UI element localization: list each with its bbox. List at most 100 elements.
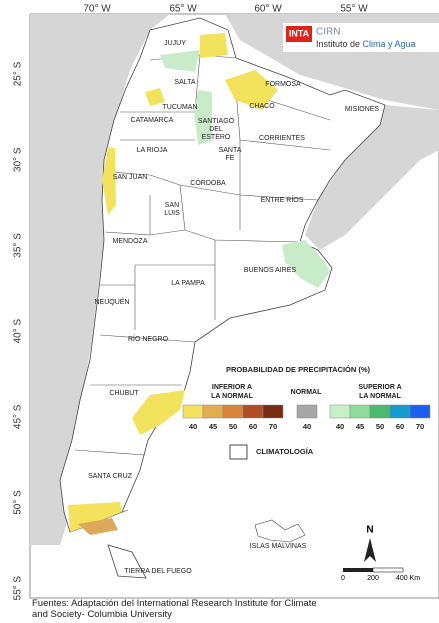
province-label: SAN JUAN: [113, 174, 148, 181]
legend-swatch: [409, 404, 431, 419]
legend-swatch: [262, 404, 284, 419]
lon-label: 60° W: [254, 4, 282, 15]
inta-badge: [286, 26, 312, 42]
logo-cirn: CIRN: [316, 27, 340, 38]
climatology-swatch: [229, 444, 248, 460]
scale-bar: [372, 567, 404, 573]
zone-above-40: [160, 50, 200, 72]
zone-below-45: [78, 518, 118, 535]
legend-value: 45: [356, 422, 364, 431]
legend-value: 50: [229, 422, 237, 431]
province-label: SANTIAGO: [198, 118, 235, 125]
footer-line: Fuentes: Adaptación del International Re…: [32, 598, 317, 609]
province-label: ENTRE RÍOS: [261, 195, 304, 204]
logo-institute-a: Instituto de: [316, 39, 363, 49]
legend-normal: NORMAL: [291, 389, 322, 396]
province-label: FE: [226, 155, 235, 162]
province-label: FORMOSA: [265, 81, 301, 88]
legend-swatch: [242, 404, 264, 419]
zone-below-40: [225, 70, 278, 110]
lat-label: 50° S: [13, 490, 24, 515]
province-label: NEUQUÉN: [94, 297, 129, 306]
legend-swatch: [349, 404, 371, 419]
province-label: LA RIOJA: [137, 147, 168, 154]
province-label: ISLAS MALVINAS: [250, 543, 307, 550]
province-label: SANTA CRUZ: [88, 473, 133, 480]
province-label: CORRIENTES: [259, 135, 305, 142]
legend-value: 50: [376, 422, 384, 431]
lat-label: 30° S: [13, 147, 24, 172]
lat-label: 35° S: [13, 233, 24, 258]
province-label: CATAMARCA: [131, 117, 174, 124]
province-label: LUIS: [164, 210, 180, 217]
legend-swatch: [182, 404, 204, 419]
legend-value: 40: [303, 422, 311, 431]
legend-value: 60: [396, 422, 404, 431]
legend-value: 70: [416, 422, 424, 431]
scale-bar: [343, 568, 373, 572]
province-label: SAN: [165, 202, 179, 209]
zone-above-40: [282, 240, 330, 288]
logo-institute-b: Clima y Agua: [363, 39, 416, 49]
tierra-del-fuego-island: [107, 544, 147, 579]
scale-label: 200: [367, 575, 379, 582]
legend-title: PROBABILIDAD DE PRECIPITACIÓN (%): [226, 365, 371, 374]
legend-below: INFERIOR A: [212, 384, 252, 391]
province-label: CHACO: [249, 103, 275, 110]
legend-value: 45: [209, 422, 217, 431]
lat-label: 55° S: [13, 576, 24, 601]
legend-value: 60: [249, 422, 257, 431]
province-label: SALTA: [174, 79, 195, 86]
malvinas: [254, 519, 306, 543]
lat-label: 45° S: [13, 404, 24, 429]
province-label: JUJUY: [164, 40, 186, 47]
footer-line: and Society- Columbia University: [32, 609, 172, 620]
neighbour-land: [30, 14, 439, 545]
province-label: TIERRA DEL FUEGO: [124, 568, 192, 575]
province-label: ESTERO: [202, 134, 231, 141]
scale-label: 400 Km: [396, 575, 420, 582]
legend-value: 70: [269, 422, 277, 431]
lat-label: 40° S: [13, 318, 24, 343]
zone-below-40: [102, 148, 116, 215]
north-label: N: [366, 525, 373, 536]
province-label: RÍO NEGRO: [128, 334, 169, 343]
province-label: SANTA: [219, 147, 242, 154]
legend-swatch: [296, 404, 318, 419]
province-label: CHUBUT: [109, 390, 139, 397]
province-label: TUCUMAN: [163, 104, 198, 111]
legend-climatology: CLIMATOLOGÍA: [256, 447, 314, 456]
province-label: LA PAMPA: [171, 280, 205, 287]
legend-swatch: [202, 404, 224, 419]
province-label: DEL: [209, 126, 223, 133]
zone-below-40: [200, 33, 228, 58]
legend-above: LA NORMAL: [359, 393, 401, 400]
north-arrow: [364, 538, 376, 562]
province-label: MISIONES: [345, 106, 380, 113]
legend-below: LA NORMAL: [211, 393, 253, 400]
lon-label: 70° W: [83, 4, 111, 15]
zone-above-40: [194, 90, 212, 145]
legend-value: 40: [189, 422, 197, 431]
footer: Fuentes: Adaptación del International Re…: [32, 598, 317, 620]
legend-swatch: [369, 404, 391, 419]
legend-above: SUPERIOR A: [358, 384, 401, 391]
zone-below-40: [132, 390, 185, 435]
scale-label: 0: [341, 575, 345, 582]
province-label: CÓRDOBA: [190, 178, 226, 187]
province-label: MENDOZA: [113, 238, 148, 245]
lon-label: 65° W: [169, 4, 197, 15]
logo-inta: INTA: [289, 28, 310, 38]
lon-label: 55° W: [340, 4, 368, 15]
legend-swatch: [329, 404, 351, 419]
legend-value: 40: [336, 422, 344, 431]
logo-institute: Instituto de Clima y Agua: [316, 39, 416, 49]
lat-label: 25° S: [13, 61, 24, 86]
legend-swatch: [222, 404, 244, 419]
zone-below-40: [145, 88, 165, 106]
legend-swatch: [389, 404, 411, 419]
province-label: BUENOS AIRES: [244, 267, 296, 274]
neighbour-land: [305, 105, 439, 250]
